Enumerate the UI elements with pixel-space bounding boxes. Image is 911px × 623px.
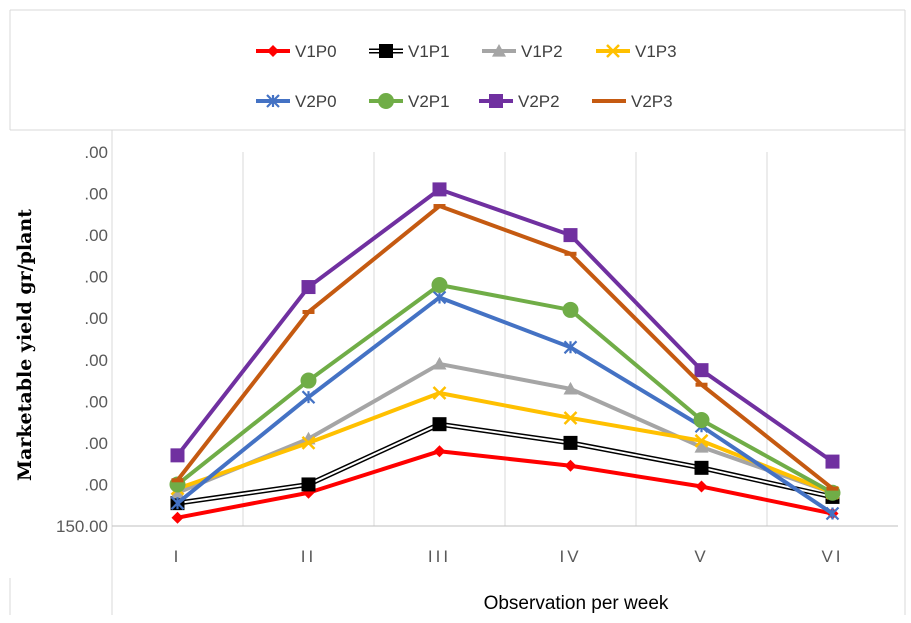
data-point-v1p2: [694, 440, 709, 453]
data-point-v2p3: [171, 478, 184, 483]
legend: V1P0 V1P1 V1P2 V1P3 V2P0 V2P1 V2P2 V2P3: [256, 42, 677, 111]
axis-layer: 150.00.00.00.00.00.00.00.00.00.00I II III I…: [56, 143, 898, 566]
data-point-v2p1: [693, 412, 710, 429]
legend-item-v2p0: V2P0: [256, 92, 337, 111]
legend-label-v2p0: V2P0: [295, 92, 337, 111]
y-tick-label: 150.00: [56, 517, 108, 536]
data-point-v2p1: [562, 301, 579, 318]
series-layer: [169, 182, 841, 524]
data-point-v1p0: [171, 511, 184, 524]
data-point-v2p0: [432, 290, 447, 305]
y-tick-label: .00: [84, 268, 108, 287]
data-point-v1p1: [432, 417, 447, 432]
series-line-v1p3: [176, 391, 834, 495]
legend-item-v1p3: V1P3: [596, 42, 677, 61]
legend-item-v2p1: V2P1: [369, 92, 450, 111]
series-line-v2p2: [175, 187, 834, 464]
legend-item-v2p2: V2P2: [479, 92, 560, 111]
data-point-v2p3: [433, 204, 446, 209]
data-point-v2p3: [826, 486, 839, 491]
legend-marker-v2p0: [266, 94, 280, 108]
data-point-v1p0: [564, 459, 577, 472]
data-point-v2p2: [432, 182, 447, 197]
data-point-v1p2: [563, 381, 578, 395]
data-point-v2p2: [170, 448, 185, 463]
legend-label-v1p3: V1P3: [635, 42, 677, 61]
legend-marker-v1p0: [267, 45, 279, 57]
legend-label-v1p2: V1P2: [521, 42, 563, 61]
data-point-v1p2: [432, 356, 447, 370]
data-point-v1p3: [694, 433, 709, 448]
data-point-v1p3: [432, 386, 447, 400]
x-tick-label: VI: [821, 547, 843, 566]
legend-label-v1p0: V1P0: [295, 42, 337, 61]
y-tick-label: .00: [84, 434, 108, 453]
y-tick-label: .00: [84, 226, 108, 245]
data-point-v2p0: [563, 340, 578, 355]
data-point-v2p2: [825, 454, 840, 469]
series-line-inner-v1p1: [177, 423, 833, 505]
series-line-v2p3: [175, 204, 834, 491]
x-tick-label: III: [428, 547, 451, 566]
legend-label-v1p1: V1P1: [408, 42, 450, 61]
y-axis-label: Marketable yield gr/plant: [14, 209, 36, 481]
series-v2p1: [169, 276, 841, 501]
legend-item-v1p1: V1P1: [369, 42, 450, 61]
data-point-v2p0: [170, 496, 185, 510]
x-tick-label: IV: [559, 547, 581, 566]
data-point-v2p3: [302, 309, 315, 314]
data-point-v2p2: [694, 363, 709, 378]
y-tick-label: .00: [84, 351, 108, 370]
series-line-v1p0: [177, 449, 833, 520]
data-point-v2p1: [300, 372, 317, 389]
series-v2p2: [170, 182, 840, 469]
series-line-v2p0: [176, 295, 834, 516]
data-point-v1p1: [563, 435, 578, 450]
data-point-v2p0: [301, 390, 316, 404]
y-tick-label: .00: [84, 185, 108, 204]
series-line-v2p1: [176, 282, 834, 495]
data-point-v1p0: [433, 445, 446, 458]
y-tick-label: .00: [84, 309, 108, 328]
y-tick-label: .00: [84, 392, 108, 411]
data-point-v1p1: [694, 460, 709, 475]
data-point-v2p0: [825, 506, 840, 521]
data-point-v2p2: [563, 228, 578, 243]
legend-label-v2p3: V2P3: [631, 92, 673, 111]
data-point-v2p3: [564, 251, 577, 256]
legend-marker-v1p3: [606, 44, 620, 58]
data-point-v2p2: [301, 280, 316, 295]
legend-marker-v1p1: [379, 44, 393, 58]
data-point-v1p0: [695, 480, 708, 493]
y-tick-label: .00: [84, 475, 108, 494]
legend-label-v2p2: V2P2: [518, 92, 560, 111]
legend-marker-v2p2: [489, 94, 503, 108]
grid-layer: [242, 152, 768, 526]
x-axis-label: Observation per week: [484, 593, 669, 614]
legend-item-v1p2: V1P2: [482, 42, 563, 61]
series-line-v1p2: [176, 361, 834, 495]
series-v2p3: [171, 204, 839, 491]
x-tick-label: II: [301, 547, 316, 566]
data-point-v2p1: [431, 276, 448, 293]
x-tick-label: I: [174, 547, 182, 566]
y-tick-label: .00: [84, 143, 108, 162]
legend-marker-v2p3: [603, 99, 615, 103]
legend-item-v2p3: V2P3: [592, 92, 673, 111]
legend-marker-v2p1: [378, 93, 394, 109]
legend-label-v2p1: V2P1: [408, 92, 450, 111]
legend-marker-v1p2: [492, 44, 506, 57]
data-point-v2p3: [695, 382, 708, 387]
data-point-v1p1: [301, 477, 316, 492]
data-point-v1p3: [563, 411, 578, 425]
x-tick-label: V: [694, 547, 708, 566]
legend-item-v1p0: V1P0: [256, 42, 337, 61]
data-point-v1p3: [301, 436, 316, 450]
